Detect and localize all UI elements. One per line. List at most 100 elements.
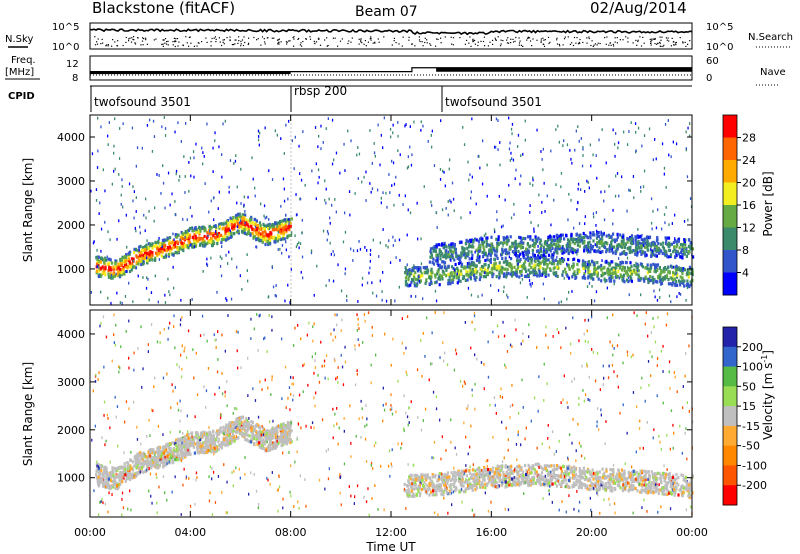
power-cell (188, 228, 191, 232)
power-speckle (154, 274, 156, 278)
velocity-cell (431, 473, 434, 477)
power-speckle (361, 283, 363, 287)
power-cell (168, 252, 171, 256)
power-cell (507, 263, 511, 268)
velocity-cell (475, 484, 478, 488)
power-cell (408, 270, 411, 274)
power-speckle (299, 197, 302, 201)
power-cell (448, 255, 451, 259)
power-speckle (300, 270, 302, 274)
power-speckle (661, 227, 663, 231)
power-cell (448, 243, 451, 247)
power-cell (478, 243, 481, 247)
power-cell (582, 266, 585, 271)
power-cell (610, 235, 613, 239)
noise-search-dot (286, 41, 288, 43)
power-speckle (146, 276, 148, 280)
power-cell (247, 227, 250, 231)
noise-search-dot (332, 37, 334, 39)
power-speckle (513, 202, 515, 206)
power-speckle (93, 240, 95, 243)
power-cell (539, 239, 542, 243)
power-speckle (389, 261, 392, 264)
power-speckle (111, 182, 113, 186)
noise-search-dot (495, 39, 497, 41)
power-cell (572, 262, 575, 266)
power-speckle (146, 124, 149, 127)
power-cell (532, 254, 535, 258)
power-cell (517, 244, 520, 248)
power-cell (192, 245, 195, 249)
power-cell (133, 251, 136, 255)
power-cell (654, 249, 657, 253)
power-cell (592, 231, 595, 235)
noise-search-dot (297, 38, 299, 40)
power-speckle (214, 139, 216, 143)
power-speckle (207, 234, 209, 238)
power-speckle (481, 293, 483, 297)
power-cell (685, 283, 688, 288)
power-cell (583, 249, 586, 253)
power-cell (438, 248, 441, 252)
power-cell (250, 224, 253, 228)
velocity-cell (565, 478, 568, 482)
power-speckle (520, 174, 522, 178)
noise-search-dot (277, 39, 279, 41)
power-colorbar-swatch (723, 182, 737, 206)
power-speckle (576, 252, 578, 256)
power-speckle (180, 140, 182, 143)
power-cell (289, 224, 292, 229)
power-speckle (369, 253, 372, 256)
power-cell (674, 255, 677, 259)
power-cell (111, 275, 114, 279)
power-speckle (574, 148, 576, 152)
power-cell (683, 246, 686, 250)
power-cell (488, 258, 491, 263)
power-cell (565, 234, 568, 238)
power-cell (434, 248, 437, 252)
power-speckle (546, 194, 548, 198)
power-speckle (477, 253, 479, 257)
power-speckle (113, 151, 115, 155)
power-cell (247, 219, 250, 223)
power-cell (245, 223, 248, 227)
power-cell (623, 280, 626, 284)
noise-search-dot (128, 40, 130, 42)
noise-search-dot (429, 43, 431, 45)
noise-search-dot (408, 36, 410, 38)
velocity-cell (149, 452, 152, 456)
power-cell (159, 250, 162, 254)
noise-search-dot (188, 45, 190, 47)
power-speckle (648, 127, 651, 131)
power-cell (650, 249, 653, 253)
power-cell (644, 266, 647, 270)
power-cell (663, 270, 666, 274)
power-cell (544, 268, 547, 272)
station-title: Blackstone (fitACF) (92, 0, 235, 17)
power-cell (555, 249, 558, 253)
noise-search-dot (218, 37, 220, 39)
power-speckle (604, 260, 606, 264)
power-cell (552, 242, 556, 246)
velocity-cell (533, 468, 536, 472)
velocity-cell (587, 487, 590, 491)
power-speckle (160, 192, 162, 195)
power-cell (484, 263, 487, 267)
power-cell (682, 250, 685, 254)
power-speckle (629, 279, 631, 282)
power-speckle (317, 168, 320, 172)
power-cell (282, 231, 285, 235)
power-cell (612, 245, 615, 249)
power-speckle (582, 154, 584, 157)
velocity-cell (518, 483, 521, 487)
power-cell (466, 246, 469, 250)
power-cell (623, 266, 626, 270)
power-cell (151, 250, 154, 255)
power-speckle (422, 124, 424, 128)
power-cell (466, 273, 469, 277)
power-cell (538, 269, 541, 273)
velocity-cell (610, 468, 613, 472)
power-cell (225, 219, 228, 224)
velocity-cell (425, 483, 428, 487)
power-cell (133, 247, 136, 251)
